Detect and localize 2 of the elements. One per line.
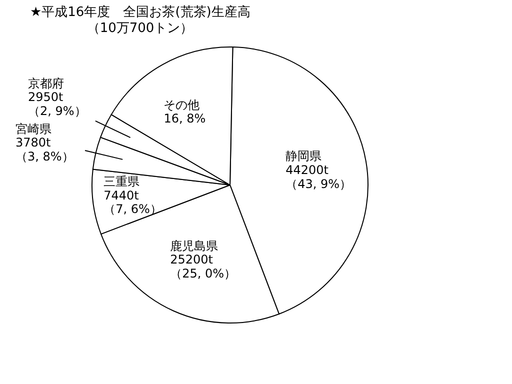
subtitle: （10万700トン）	[86, 21, 194, 36]
title: ★平成16年度 全国お茶(荒茶)生産高	[30, 5, 250, 20]
